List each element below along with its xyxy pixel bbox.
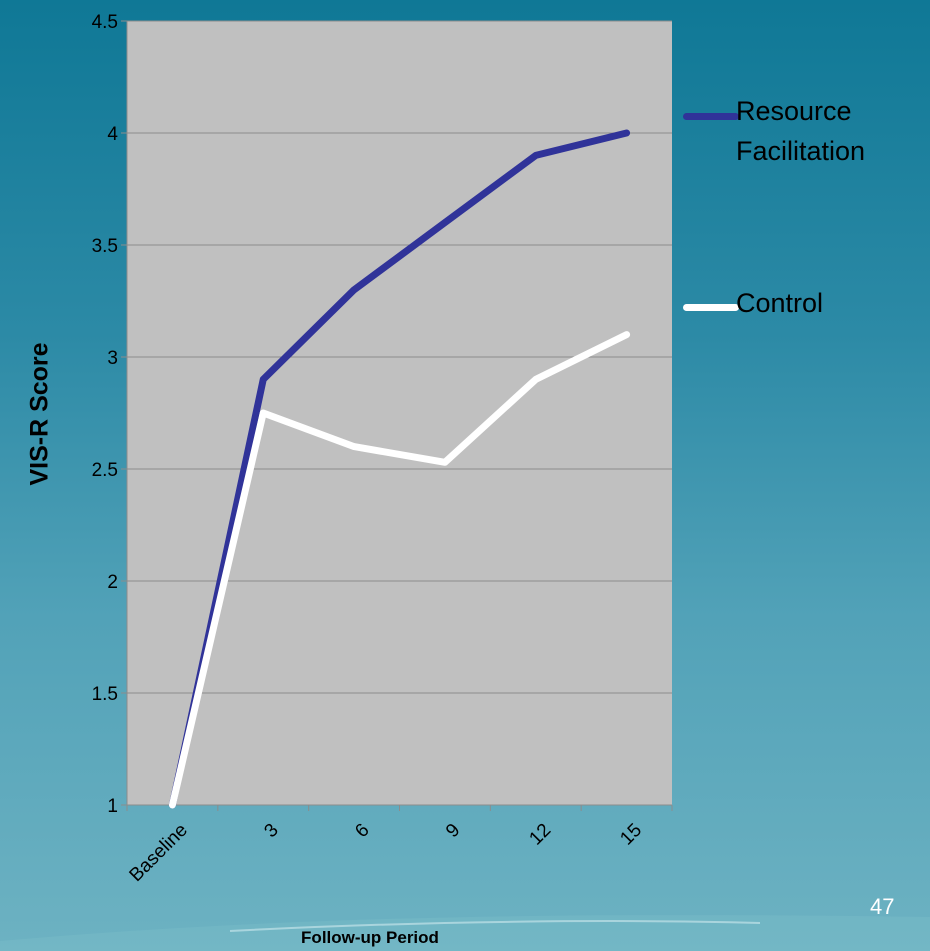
slide-number: 47 <box>870 894 894 920</box>
x-axis-title: Follow-up Period <box>210 928 530 948</box>
y-tick-label-1: 1.5 <box>92 684 118 705</box>
y-tick-label-7: 4.5 <box>92 12 118 33</box>
x-tick-label-6: 6 <box>351 820 373 842</box>
y-tick-label-3: 2.5 <box>92 460 118 481</box>
legend-label-resource-line2: Facilitation <box>736 136 865 167</box>
legend-label-resource-line1: Resource <box>736 96 852 127</box>
x-tick-label-12: 12 <box>525 820 555 850</box>
y-tick-label-6: 4 <box>107 124 118 145</box>
x-tick-label-baseline: Baseline <box>126 820 192 886</box>
y-tick-label-5: 3.5 <box>92 236 118 257</box>
legend-swatch-control <box>683 304 739 311</box>
y-tick-label-2: 2 <box>107 572 118 593</box>
y-tick-label-0: 1 <box>107 796 118 817</box>
legend-label-control: Control <box>736 288 823 319</box>
x-tick-label-9: 9 <box>442 820 464 842</box>
y-axis-title: VIS-R Score <box>26 342 55 485</box>
x-tick-label-3: 3 <box>260 820 282 842</box>
legend-swatch-resource-facilitation <box>683 113 739 120</box>
y-tick-label-4: 3 <box>107 348 118 369</box>
x-tick-label-15: 15 <box>616 820 646 850</box>
